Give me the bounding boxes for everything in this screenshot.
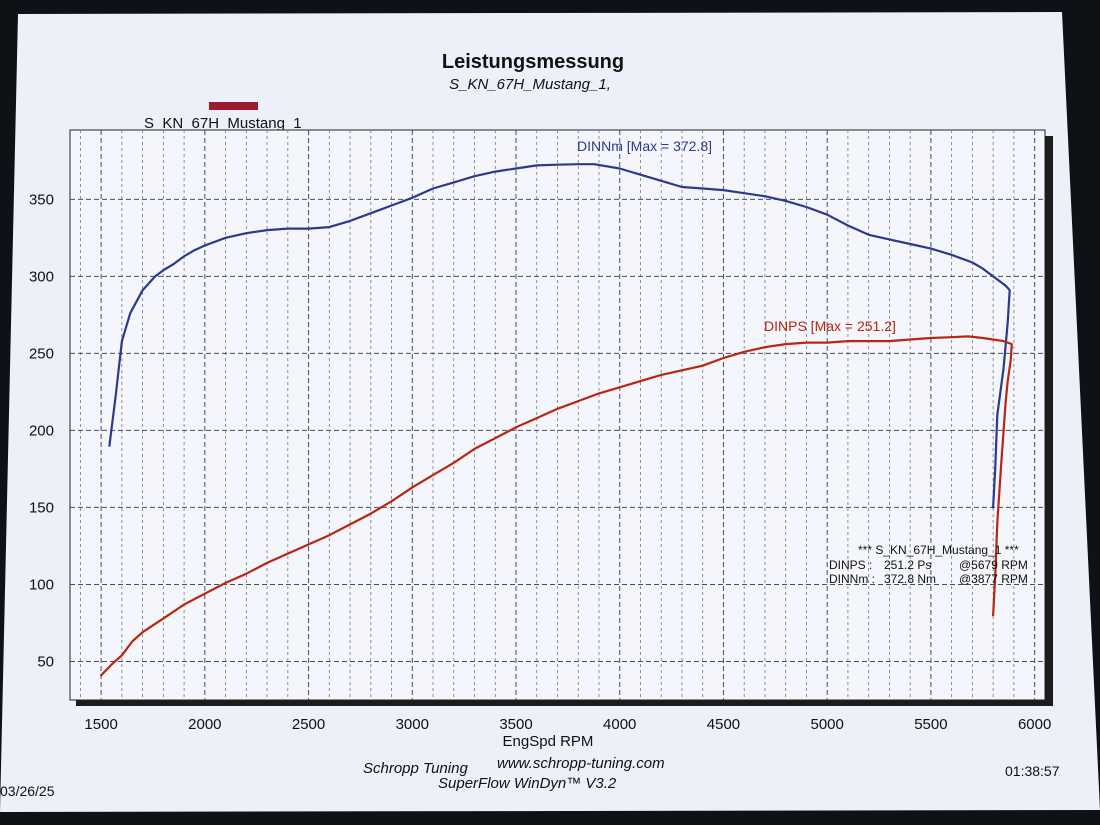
footer-url: www.schropp-tuning.com xyxy=(497,755,665,772)
summary-box: *** S_KN_67H_Mustang_1 *** DINPS : 251.2… xyxy=(829,543,1028,586)
summary-dinps-rpm: @5679 RPM xyxy=(959,558,1028,572)
footer-company: Schropp Tuning xyxy=(363,760,468,777)
footer-time: 01:38:57 xyxy=(1005,763,1060,779)
x-tick-label: 4000 xyxy=(603,716,636,733)
dinps-max-annotation: DINPS [Max = 251.2] xyxy=(764,318,896,334)
x-tick-label: 2000 xyxy=(188,716,221,733)
footer-software: SuperFlow WinDyn™ V3.2 xyxy=(438,775,617,792)
series-line-dinps xyxy=(99,335,1013,677)
y-tick-label: 350 xyxy=(29,191,54,208)
x-tick-label: 4500 xyxy=(707,716,740,733)
chart-title: Leistungsmessung xyxy=(442,51,624,73)
x-tick-label: 3500 xyxy=(499,716,532,733)
x-tick-label: 5000 xyxy=(810,716,843,733)
summary-dinnm-name: DINNm : xyxy=(829,572,875,586)
y-tick-label: 250 xyxy=(29,345,54,362)
dinnm-max-annotation: DINNm [Max = 372.8] xyxy=(577,138,712,154)
series-line-dinnm xyxy=(108,163,1011,509)
x-axis-label: EngSpd RPM xyxy=(503,733,594,750)
chart-subtitle: S_KN_67H_Mustang_1, xyxy=(449,76,611,93)
y-tick-label: 50 xyxy=(37,653,54,670)
summary-dinps-value: 251.2 Ps xyxy=(884,558,931,572)
legend-label: S_KN_67H_Mustang_1 xyxy=(144,115,302,132)
y-tick-label: 200 xyxy=(29,422,54,439)
x-tick-label: 1500 xyxy=(84,716,117,733)
legend-swatch xyxy=(209,102,258,110)
y-tick-label: 150 xyxy=(29,499,54,516)
x-tick-label: 5500 xyxy=(914,716,947,733)
summary-dinnm-rpm: @3877 RPM xyxy=(959,572,1028,586)
footer-date: 03/26/25 xyxy=(0,783,55,799)
x-tick-label: 2500 xyxy=(292,716,325,733)
y-tick-label: 300 xyxy=(29,268,54,285)
summary-header: *** S_KN_67H_Mustang_1 *** xyxy=(858,543,1019,557)
series xyxy=(99,163,1013,677)
y-tick-label: 100 xyxy=(29,576,54,593)
summary-dinps-name: DINPS : xyxy=(829,558,872,572)
summary-dinnm-value: 372.8 Nm xyxy=(884,572,936,586)
x-tick-label: 3000 xyxy=(396,716,429,733)
x-tick-label: 6000 xyxy=(1018,716,1051,733)
axes: 1500 2000 2500 3000 3500 4000 4500 5000 5500 6000… xyxy=(29,191,1051,733)
